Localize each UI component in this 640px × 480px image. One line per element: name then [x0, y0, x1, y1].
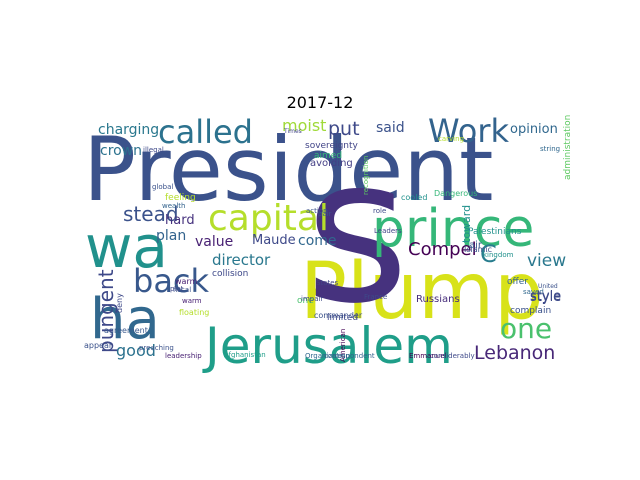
word-afghanistan: Afghanistan [224, 351, 266, 359]
chart-title: 2017-12 [286, 93, 354, 112]
word-preaching: preaching [139, 344, 174, 352]
word-avoiding: avoiding [310, 158, 353, 169]
word-moist: moist [282, 116, 326, 135]
word-dangerous: Dangerous [434, 189, 477, 198]
word-maude: Maude [252, 233, 296, 248]
word-style: style [530, 290, 561, 305]
word-back: back [133, 262, 210, 300]
word-one: one [297, 296, 314, 306]
word-leadership: leadership [165, 352, 202, 360]
word-deny: deny [115, 293, 124, 313]
word-compel: Compel [408, 239, 477, 260]
word-floating: floating [179, 308, 209, 317]
word-feeling: feeling [165, 193, 196, 203]
word-jerusalem: Jerusalem [202, 317, 453, 375]
word-director: director [212, 251, 271, 269]
word-saved: saved [523, 288, 544, 296]
word-plot: plot [170, 285, 184, 293]
word-crown: crown [100, 143, 142, 159]
word-value: value [195, 234, 233, 250]
word-offer: offer [507, 277, 528, 287]
word-called: called [158, 113, 253, 151]
word-impair: impair [301, 295, 323, 303]
word-limited: limited [327, 313, 358, 323]
word-fiscal: fiscal [173, 286, 191, 294]
word-agreement: agreement [104, 326, 148, 335]
word-times: Times [283, 128, 302, 135]
word-stead: stead [123, 202, 179, 226]
word-prince: prince [372, 199, 534, 259]
word-one: one [500, 312, 552, 345]
word-sovereignty: sovereignty [305, 141, 359, 151]
word-correspondent: correspondent [324, 352, 375, 360]
word-states: States [316, 279, 339, 287]
word-toward: toward [460, 205, 473, 243]
word-wa: wa [85, 213, 168, 281]
word-carving: carving [438, 135, 464, 143]
word-air: air [469, 240, 483, 251]
word-warm: warm [182, 297, 202, 305]
word-said: said [376, 120, 405, 136]
word-charging: charging [98, 122, 159, 138]
word-recognition: recognition [362, 156, 370, 195]
word-work: Work [428, 112, 510, 150]
word-style: style [530, 289, 561, 304]
word-role: role [373, 207, 386, 215]
word-commander: commander [314, 311, 363, 320]
word-s: s [305, 115, 409, 348]
word-plump: Plump [300, 247, 544, 337]
word-islamic: Islamic [464, 245, 492, 254]
word-come: come [298, 233, 337, 249]
word-aimed: aimed [314, 151, 342, 161]
word-plan: plan [156, 228, 186, 244]
word-emmanuel: Emmanuel [409, 352, 447, 360]
word-view: view [527, 251, 566, 271]
word-considerably: considerably [430, 352, 475, 360]
word-illegal: illegal [143, 146, 164, 154]
word-leaders: Leaders [374, 227, 402, 235]
word-warm: warm [175, 277, 198, 286]
word-american: American [339, 329, 347, 362]
word-opinion: opinion [510, 122, 558, 137]
word-administration: administration [563, 115, 573, 180]
word-cooled: cooled [401, 193, 427, 202]
word-collision: collision [212, 269, 248, 279]
word-c: C [480, 240, 497, 268]
word-capital: capital [208, 198, 329, 239]
word-president: President [83, 118, 493, 221]
word-russians: Russians [416, 294, 460, 305]
word-wealth: wealth [162, 202, 185, 210]
word-good: good [116, 341, 156, 360]
word-ha: ha [90, 287, 160, 352]
word-palestinians: Palestinians [468, 227, 522, 237]
word-kingdom: kingdom [483, 251, 514, 259]
word-united: United [538, 283, 558, 290]
word-complain: complain [510, 306, 551, 316]
word-put: put [328, 118, 360, 140]
word-hard: hard [165, 213, 195, 228]
word-pungent: pungent [94, 269, 118, 353]
word-string: string [540, 145, 560, 153]
word-lebanon: Lebanon [474, 342, 555, 364]
word-france: France [364, 293, 387, 301]
word-appear: appear [84, 341, 113, 350]
word-global: global [152, 183, 173, 191]
word-action: action [306, 207, 328, 215]
word-pair: pair [318, 210, 332, 218]
word-organization: Organization [305, 352, 350, 360]
